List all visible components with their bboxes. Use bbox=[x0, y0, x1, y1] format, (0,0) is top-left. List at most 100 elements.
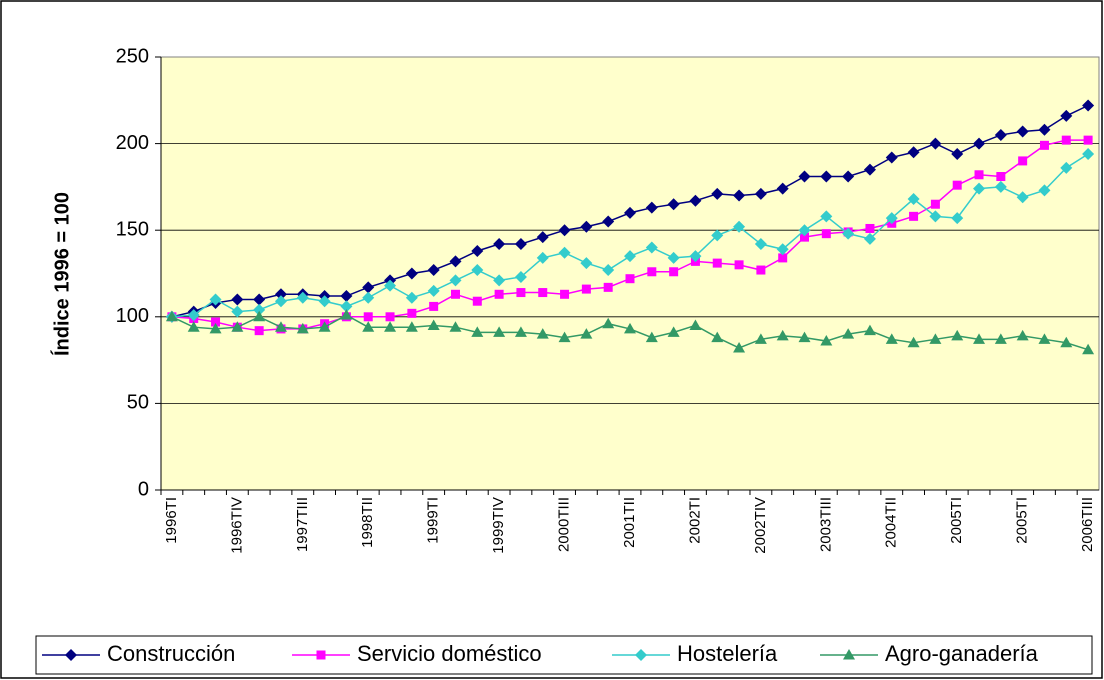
marker bbox=[669, 267, 679, 277]
marker bbox=[973, 137, 986, 150]
y-tick-label: 0 bbox=[138, 478, 149, 500]
marker bbox=[645, 201, 658, 214]
marker bbox=[253, 310, 266, 322]
marker bbox=[951, 329, 964, 341]
marker bbox=[951, 147, 964, 160]
marker bbox=[165, 310, 178, 322]
marker bbox=[996, 172, 1006, 182]
marker bbox=[340, 290, 353, 303]
marker bbox=[778, 253, 788, 263]
marker bbox=[624, 250, 636, 263]
marker bbox=[843, 649, 855, 660]
marker bbox=[493, 274, 506, 287]
marker bbox=[494, 289, 504, 299]
marker bbox=[909, 211, 919, 221]
marker bbox=[994, 128, 1007, 141]
legend-label: Agro-ganadería bbox=[885, 641, 1039, 666]
marker bbox=[1038, 184, 1051, 197]
marker bbox=[231, 321, 244, 332]
x-tick-label: 1999TIV bbox=[490, 497, 507, 554]
marker bbox=[471, 244, 484, 257]
marker bbox=[429, 301, 439, 311]
marker bbox=[536, 231, 549, 244]
marker bbox=[1061, 135, 1071, 145]
marker bbox=[602, 264, 615, 277]
x-tick-label: 1996TI bbox=[163, 497, 180, 544]
marker bbox=[558, 224, 571, 237]
marker bbox=[516, 288, 526, 298]
marker bbox=[580, 220, 593, 233]
marker bbox=[1039, 140, 1049, 150]
marker bbox=[1060, 336, 1073, 348]
marker bbox=[754, 333, 767, 344]
legend-label: Hostelería bbox=[677, 641, 778, 666]
marker bbox=[449, 274, 462, 287]
marker bbox=[994, 180, 1007, 193]
marker bbox=[711, 229, 724, 242]
marker bbox=[385, 312, 395, 322]
marker bbox=[316, 650, 326, 660]
marker bbox=[274, 288, 287, 301]
x-tick-label: 2005TI bbox=[1014, 497, 1031, 544]
y-axis-label: Índice 1996 = 100 bbox=[50, 192, 73, 356]
marker bbox=[274, 295, 287, 308]
marker bbox=[1082, 99, 1095, 112]
marker bbox=[1016, 329, 1029, 341]
marker bbox=[863, 232, 876, 245]
x-tick-label: 1998TII bbox=[359, 497, 376, 548]
marker bbox=[974, 170, 984, 180]
marker bbox=[754, 238, 767, 251]
marker bbox=[493, 238, 506, 251]
marker bbox=[733, 341, 746, 353]
marker bbox=[211, 317, 221, 327]
marker bbox=[231, 305, 244, 318]
series bbox=[165, 309, 1095, 355]
legend-box bbox=[35, 635, 1093, 675]
x-tick-label: 2000TIII bbox=[556, 497, 573, 552]
marker bbox=[842, 170, 855, 183]
marker bbox=[994, 333, 1007, 344]
marker bbox=[930, 199, 940, 209]
marker bbox=[1018, 156, 1028, 166]
y-tick-label: 250 bbox=[116, 45, 149, 67]
marker bbox=[929, 333, 942, 344]
marker bbox=[274, 321, 287, 332]
marker bbox=[624, 206, 636, 219]
marker bbox=[253, 303, 266, 316]
marker bbox=[929, 210, 942, 223]
marker bbox=[254, 326, 264, 336]
marker bbox=[776, 329, 789, 341]
marker bbox=[951, 212, 964, 225]
marker bbox=[449, 255, 462, 268]
marker bbox=[558, 246, 571, 259]
marker bbox=[842, 227, 855, 240]
marker bbox=[602, 215, 615, 228]
x-tick-label: 2006TIII bbox=[1079, 497, 1096, 552]
marker bbox=[885, 333, 898, 344]
marker bbox=[536, 251, 549, 264]
marker bbox=[318, 321, 331, 332]
marker bbox=[820, 335, 833, 346]
y-tick-label: 150 bbox=[116, 218, 149, 240]
marker bbox=[296, 291, 309, 304]
marker bbox=[711, 187, 724, 200]
marker bbox=[538, 288, 548, 298]
x-tick-label: 1997TIII bbox=[294, 497, 311, 552]
marker bbox=[405, 291, 418, 304]
marker bbox=[952, 180, 962, 190]
marker bbox=[407, 308, 417, 318]
marker bbox=[733, 189, 746, 202]
marker bbox=[427, 284, 440, 297]
marker bbox=[1016, 191, 1029, 204]
marker bbox=[1016, 125, 1029, 138]
plot-area bbox=[160, 56, 1100, 491]
marker bbox=[645, 241, 658, 254]
marker bbox=[645, 331, 658, 343]
marker bbox=[1060, 109, 1073, 122]
marker bbox=[558, 331, 571, 343]
marker bbox=[209, 293, 222, 306]
marker bbox=[187, 321, 200, 332]
marker bbox=[580, 257, 593, 270]
x-tick-label: 2004TII bbox=[883, 497, 900, 548]
marker bbox=[863, 324, 876, 336]
